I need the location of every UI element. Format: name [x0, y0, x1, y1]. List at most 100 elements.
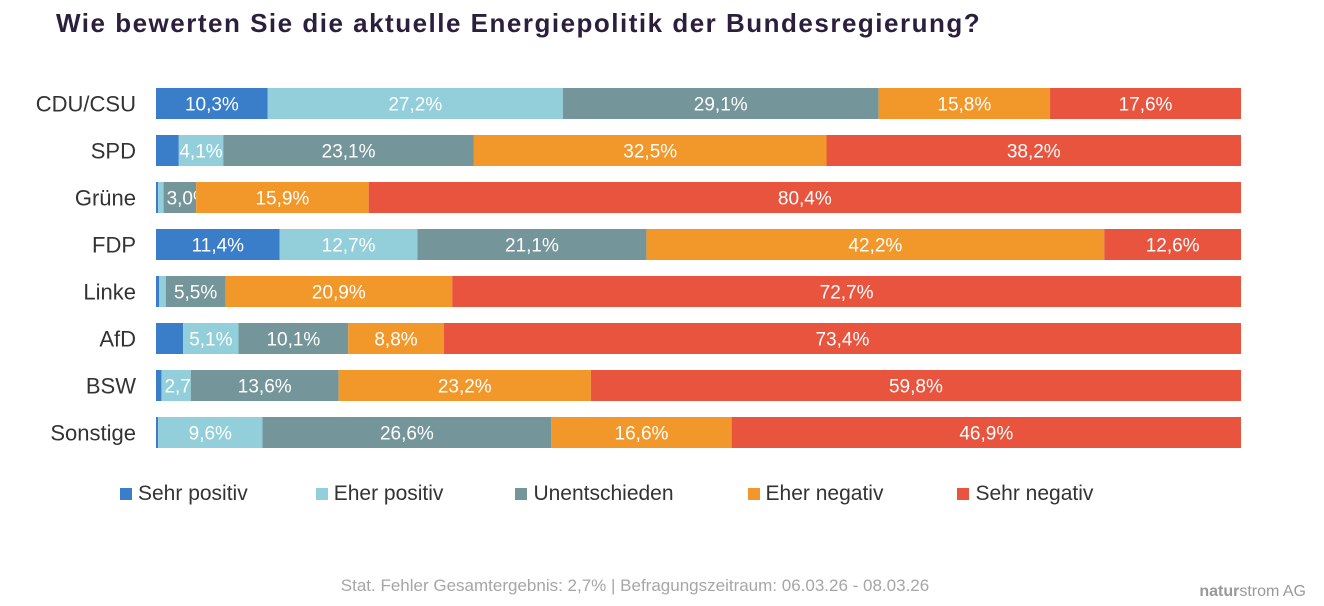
bar-segment: [156, 135, 179, 166]
bar-segment: [267, 88, 563, 119]
bar-segment: [165, 276, 226, 307]
bar-segment: [225, 276, 453, 307]
data-label: 42,2%: [848, 236, 902, 257]
bar-segment: [417, 229, 647, 260]
data-label: 10,3%: [185, 95, 239, 116]
legend: Sehr positiv Eher positiv Unentschieden Ehe…: [120, 482, 1093, 506]
legend-item: Unentschieden: [515, 482, 674, 506]
data-label: 27,2%: [388, 95, 442, 116]
legend-swatch: [315, 488, 328, 500]
data-label: 21,1%: [505, 236, 559, 257]
data-label: 11,4%: [192, 236, 245, 257]
bar-segment: [183, 323, 239, 354]
legend-item: Eher positiv: [315, 482, 444, 506]
bar-segment: [1104, 229, 1241, 260]
bar-segment: [473, 135, 827, 166]
bar-segment: [443, 323, 1241, 354]
bar-segment: [196, 182, 369, 213]
data-label: 15,8%: [937, 95, 991, 116]
data-label: 13,6%: [238, 377, 292, 398]
bar-segment: [156, 229, 280, 260]
brand-logo: naturstrom AG: [1199, 583, 1306, 601]
data-label: 46,9%: [959, 424, 1013, 445]
bar-segment: [1050, 88, 1241, 119]
data-label: 23,1%: [322, 142, 376, 163]
bar-segment: [156, 88, 268, 119]
legend-swatch: [957, 488, 970, 500]
data-label: 10,1%: [266, 330, 320, 351]
legend-label: Sehr positiv: [138, 482, 248, 505]
brand-rest: strom AG: [1239, 583, 1306, 600]
category-label: SPD: [91, 139, 136, 164]
category-label: BSW: [86, 374, 136, 399]
bar-segment: [452, 276, 1241, 307]
data-label: 5,5%: [174, 283, 217, 304]
data-label: 9,6%: [189, 424, 232, 445]
bar-segment: [163, 182, 197, 213]
legend-item: Eher negativ: [747, 482, 884, 506]
bar-segment: [156, 323, 184, 354]
category-label: FDP: [92, 233, 136, 258]
bar-segment: [223, 135, 474, 166]
bar-segment: [161, 370, 191, 401]
bar-segment: [156, 182, 159, 213]
data-label: 4,1%: [179, 142, 222, 163]
bar-segment: [348, 323, 444, 354]
data-label: 23,2%: [438, 377, 492, 398]
legend-label: Eher negativ: [765, 482, 884, 505]
bar-segment: [646, 229, 1105, 260]
data-label: 26,6%: [380, 424, 434, 445]
data-label: 59,8%: [889, 377, 943, 398]
data-label: 38,2%: [1007, 142, 1061, 163]
category-label: Linke: [83, 280, 136, 305]
bar-segment: [279, 229, 418, 260]
stacked-bar-chart: CDU/CSU 10,3% 27,2% 29,1% 15,8% 17,6% SPD 4,1% 2…: [36, 88, 1241, 448]
data-label: 72,7%: [820, 283, 874, 304]
data-label: 32,5%: [623, 142, 677, 163]
bar-segment: [368, 182, 1241, 213]
bar-segment: [551, 417, 732, 448]
bar-segment: [156, 370, 162, 401]
bar-segment: [238, 323, 349, 354]
bar-segment: [156, 276, 160, 307]
bar-segment: [159, 276, 166, 307]
data-label: 12,7%: [322, 236, 376, 257]
legend-label: Eher positiv: [333, 482, 444, 505]
data-label: 16,6%: [615, 424, 669, 445]
category-label: CDU/CSU: [36, 92, 136, 117]
legend-item: Sehr positiv: [120, 482, 248, 506]
legend-swatch: [120, 488, 132, 500]
legend-swatch: [747, 488, 760, 500]
footer-note: Stat. Fehler Gesamtergebnis: 2,7% | Befr…: [340, 576, 930, 595]
bar-segment: [590, 370, 1241, 401]
legend-item: Sehr negativ: [957, 482, 1093, 506]
data-label: 15,9%: [255, 189, 309, 210]
category-label: Grüne: [75, 186, 136, 211]
bar-segment: [158, 182, 164, 213]
bar-segment: [178, 135, 224, 166]
data-label: 5,1%: [189, 330, 232, 351]
bar-segment: [156, 417, 159, 448]
data-label: 8,8%: [374, 330, 417, 351]
bar-segment: [262, 417, 552, 448]
data-label: 29,1%: [694, 95, 748, 116]
legend-label: Sehr negativ: [975, 482, 1094, 505]
legend-label: Unentschieden: [533, 482, 674, 505]
bar-segment: [731, 417, 1241, 448]
bar-segment: [562, 88, 879, 119]
legend-swatch: [515, 488, 528, 500]
data-label: 12,6%: [1146, 236, 1200, 257]
brand-bold: natur: [1199, 583, 1240, 600]
bar-segment: [338, 370, 591, 401]
chart-title: Wie bewerten Sie die aktuelle Energiepol…: [56, 8, 982, 38]
bar-segment: [878, 88, 1051, 119]
data-label: 80,4%: [778, 189, 832, 210]
data-label: 17,6%: [1119, 95, 1173, 116]
bar-segment: [158, 417, 263, 448]
data-label: 20,9%: [312, 283, 366, 304]
bar-segment: [826, 135, 1241, 166]
category-label: AfD: [99, 327, 136, 352]
bar-segment: [190, 370, 339, 401]
category-label: Sonstige: [50, 421, 136, 446]
data-label: 73,4%: [815, 330, 869, 351]
